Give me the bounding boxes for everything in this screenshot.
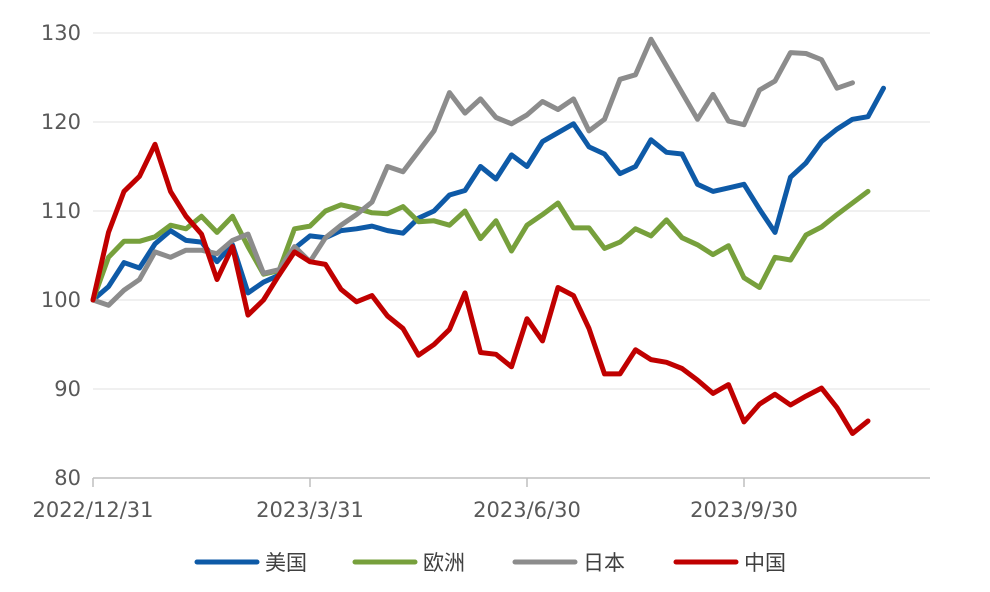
series-line-0 <box>90 85 886 303</box>
y-tick-label: 110 <box>41 199 81 223</box>
legend-label-3: 中国 <box>744 551 786 575</box>
y-tick-labels: 80 90 100 110 120 130 <box>41 21 81 490</box>
x-tick-label: 2023/9/30 <box>690 498 798 522</box>
series-lines <box>90 36 886 436</box>
x-tick-label: 2023/3/31 <box>256 498 364 522</box>
gridlines <box>93 32 930 390</box>
x-tick-labels: 2022/12/31 2023/3/31 2023/6/30 2023/9/30 <box>32 498 797 522</box>
y-tick-label: 130 <box>41 21 81 45</box>
x-tick-label: 2023/6/30 <box>473 498 581 522</box>
y-tick-label: 120 <box>41 110 81 134</box>
legend-label-0: 美国 <box>265 551 307 575</box>
y-tick-label: 80 <box>54 466 81 490</box>
series-line-3 <box>90 141 871 436</box>
y-tick-label: 100 <box>41 288 81 312</box>
series-line-1 <box>90 188 871 303</box>
y-tick-label: 90 <box>54 377 81 401</box>
legend-label-1: 欧洲 <box>423 551 465 575</box>
axes <box>92 477 930 487</box>
x-tick-label: 2022/12/31 <box>32 498 153 522</box>
legend-label-2: 日本 <box>583 551 625 575</box>
series-line-2 <box>90 36 855 308</box>
legend: 美国 欧洲 日本 中国 <box>194 551 786 575</box>
